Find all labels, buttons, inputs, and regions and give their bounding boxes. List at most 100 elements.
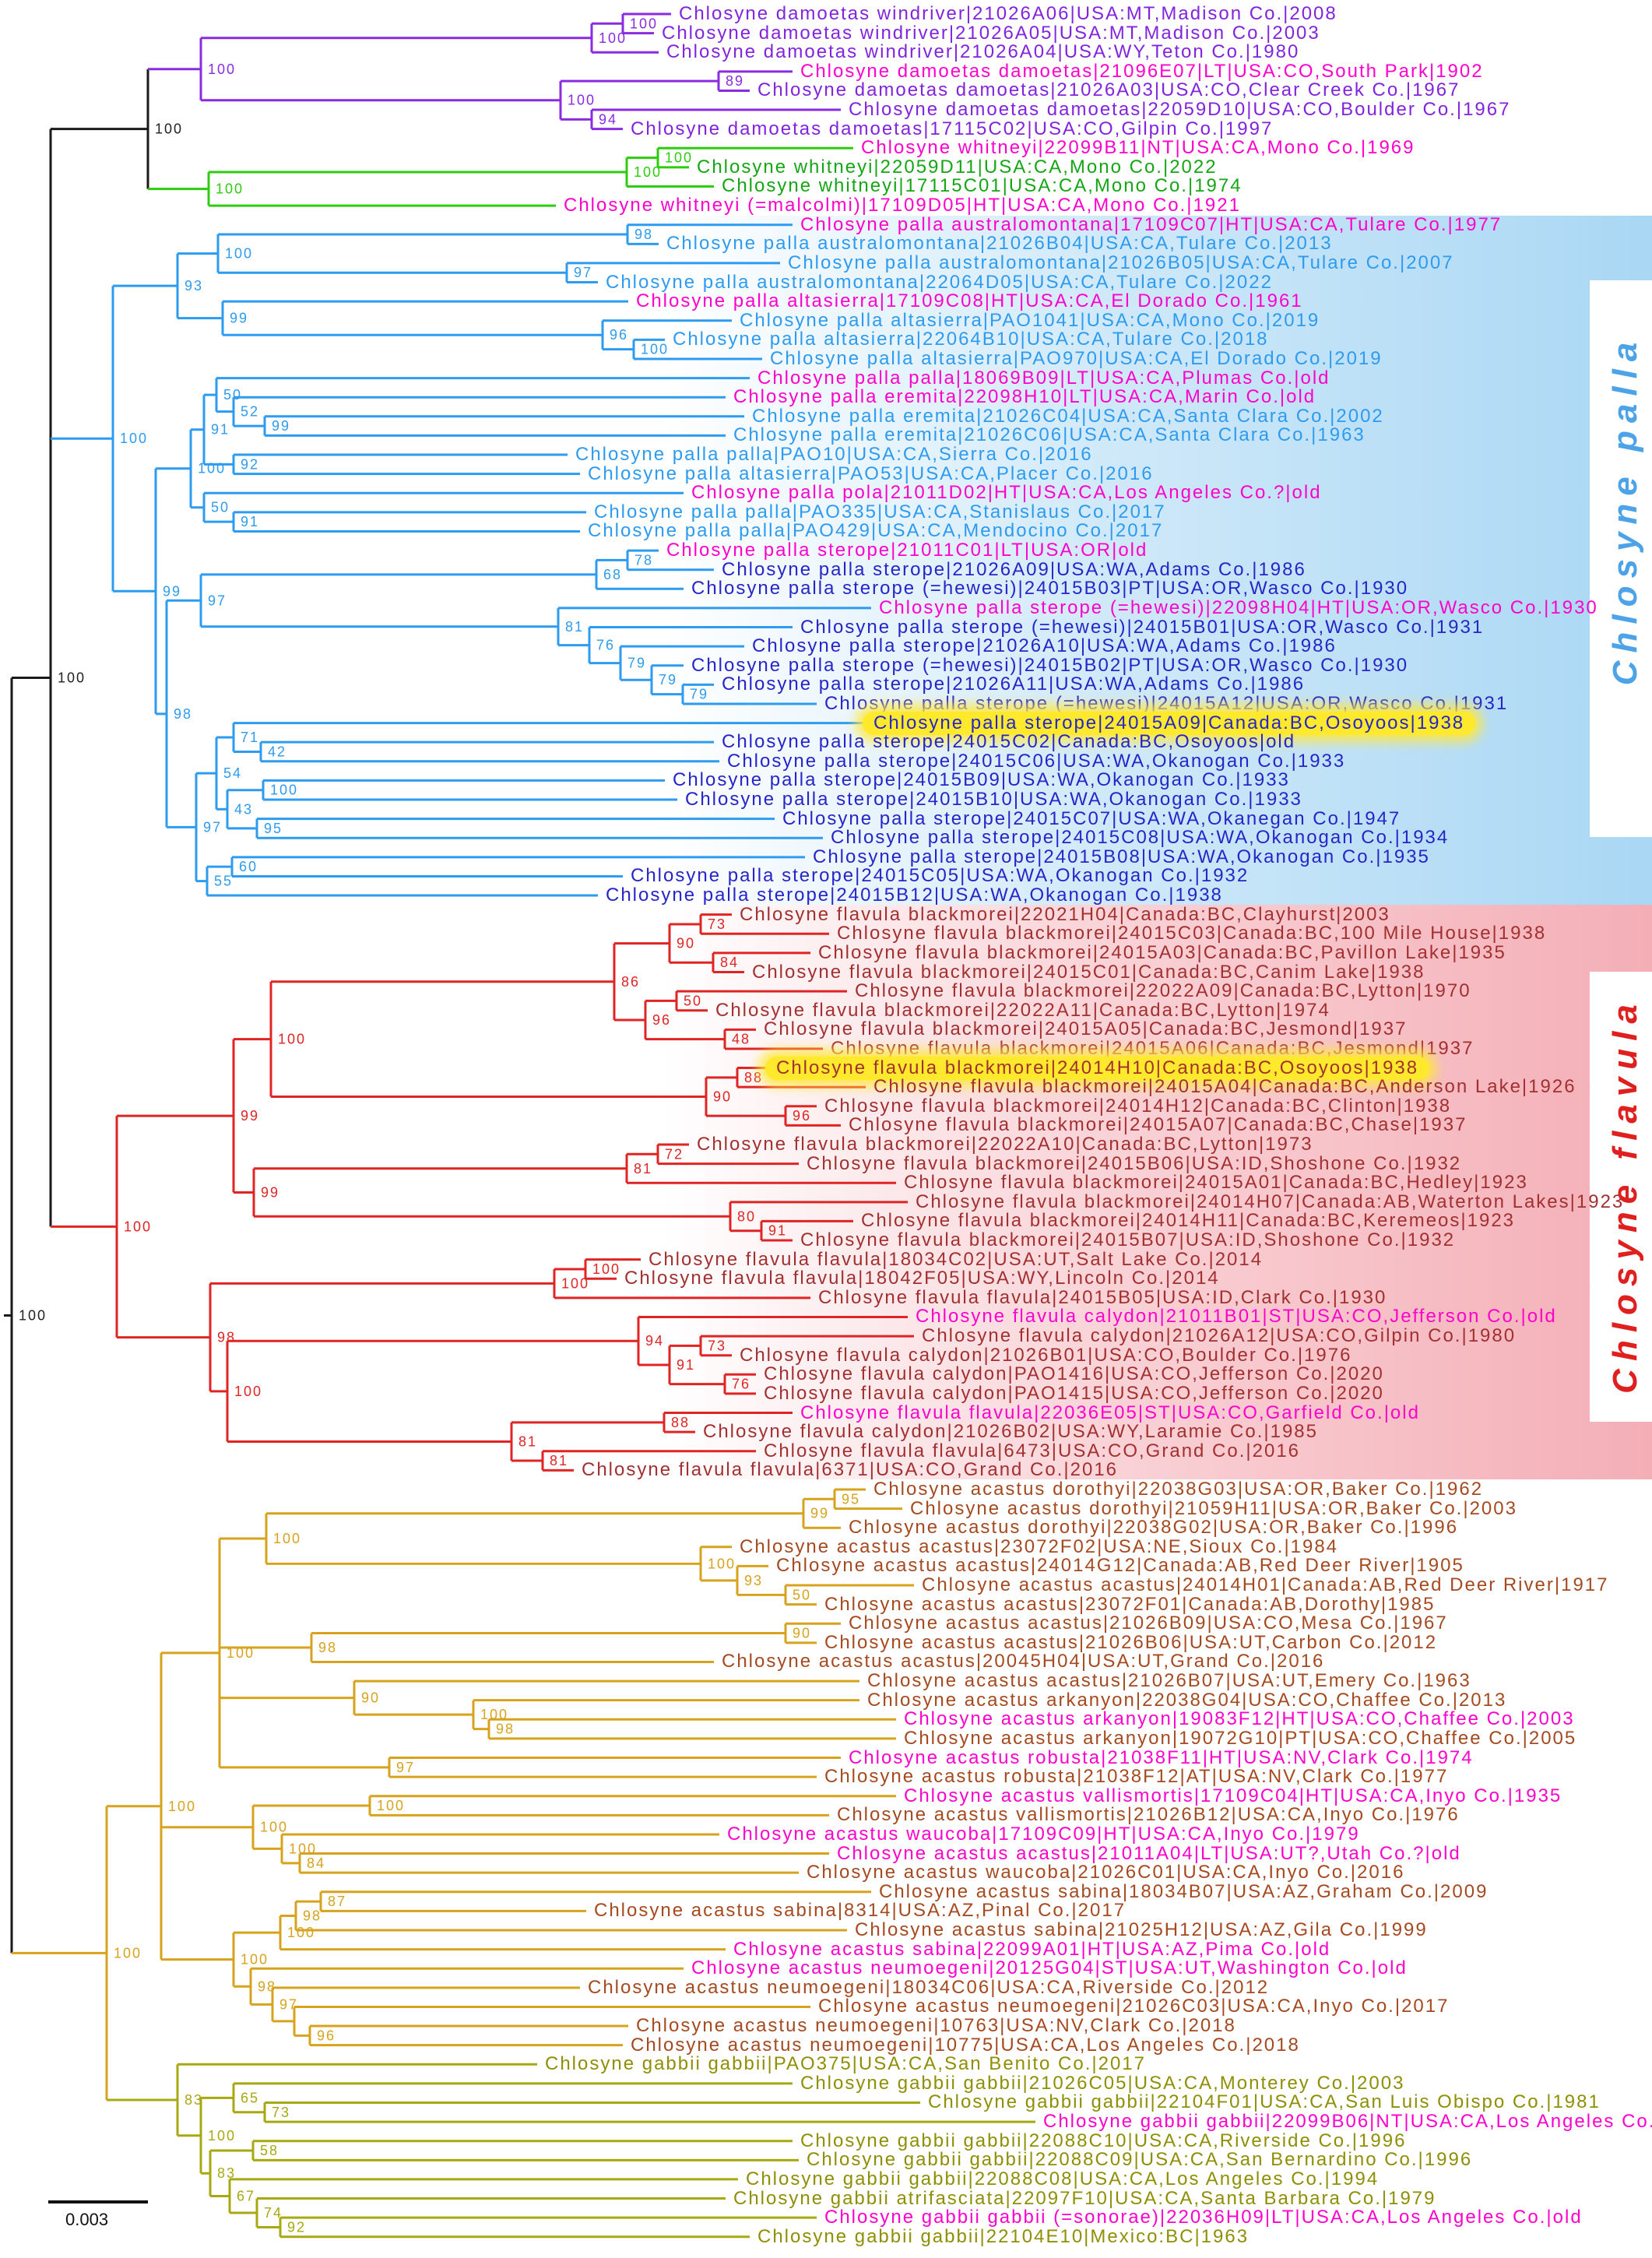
tip-label: Chlosyne acastus acastus|20045H04|USA:UT… <box>722 1651 1325 1672</box>
bootstrap-value: 100 <box>599 30 627 46</box>
tip-label: Chlosyne flavula blackmorei|24015A04|Can… <box>873 1076 1576 1098</box>
tip-label: Chlosyne gabbii gabbii|22088C08|USA:CA,L… <box>746 2168 1380 2189</box>
tip-label: Chlosyne flavula blackmorei|24015A06|Can… <box>831 1037 1474 1059</box>
tip-label: Chlosyne palla sterope|24015C05|USA:WA,O… <box>631 865 1250 887</box>
bootstrap-value: 74 <box>264 2205 283 2221</box>
bootstrap-value: 68 <box>603 567 622 582</box>
tip-label: Chlosyne gabbii gabbii (=sonorae)|22036H… <box>824 2207 1583 2228</box>
bootstrap-value: 50 <box>211 500 230 515</box>
bootstrap-value: 78 <box>634 552 653 568</box>
flavula-side-label-backing <box>1590 972 1652 1422</box>
tip-label: Chlosyne acastus acastus|24014G12|Canada… <box>776 1555 1464 1577</box>
tip-label: Chlosyne gabbii gabbii|22088C10|USA:CA,R… <box>800 2130 1407 2151</box>
tip-label: Chlosyne flavula calydon|21026B01|USA:CO… <box>740 1344 1352 1366</box>
tip-label: Chlosyne acastus acastus|21026B06|USA:UT… <box>824 1631 1438 1653</box>
tip-label: Chlosyne acastus arkanyon|19072G10|PT|US… <box>904 1727 1577 1749</box>
bootstrap-value: 90 <box>713 1089 732 1104</box>
tip-label: Chlosyne flavula blackmorei|24014H07|Can… <box>916 1191 1625 1212</box>
tip-label: Chlosyne flavula blackmorei|24015B06|USA… <box>807 1152 1462 1174</box>
bootstrap-value: 96 <box>610 327 628 343</box>
bootstrap-value: 58 <box>260 2143 279 2158</box>
bootstrap-value: 90 <box>793 1626 811 1641</box>
bootstrap-value: 60 <box>239 859 258 874</box>
bootstrap-value: 100 <box>480 1707 508 1722</box>
bootstrap-value: 100 <box>208 2128 236 2144</box>
bootstrap-value: 50 <box>223 387 242 403</box>
bootstrap-value: 99 <box>272 418 290 434</box>
bootstrap-value: 100 <box>287 1925 315 1940</box>
bootstrap-value: 94 <box>645 1333 664 1349</box>
tip-label: Chlosyne whitneyi|22059D11|USA:CA,Mono C… <box>697 156 1218 178</box>
tip-label: Chlosyne flavula calydon|21011B01|ST|USA… <box>916 1306 1557 1328</box>
bootstrap-value: 98 <box>303 1908 322 1924</box>
bootstrap-value: 95 <box>842 1491 860 1507</box>
bootstrap-value: 84 <box>720 955 739 970</box>
tip-label: Chlosyne flavula flavula|18042F05|USA:WY… <box>624 1268 1220 1289</box>
bootstrap-value: 87 <box>328 1894 346 1909</box>
bootstrap-value: 100 <box>568 93 596 108</box>
tip-label: Chlosyne acastus acastus|23072F01|Canada… <box>824 1593 1436 1615</box>
bootstrap-value: 100 <box>641 342 669 357</box>
tip-label: Chlosyne acastus dorothyi|22038G02|USA:O… <box>849 1517 1459 1539</box>
bootstrap-value: 97 <box>396 1760 415 1775</box>
tip-label: Chlosyne palla altasierra|22064B10|USA:C… <box>673 329 1269 350</box>
bootstrap-value: 100 <box>278 1032 306 1047</box>
bootstrap-value: 73 <box>708 916 726 932</box>
bootstrap-value: 98 <box>318 1640 337 1655</box>
bootstrap-value: 81 <box>634 1161 652 1176</box>
bootstrap-value: 79 <box>690 687 708 702</box>
bootstrap-value: 100 <box>377 1798 405 1813</box>
bootstrap-value: 89 <box>726 73 744 89</box>
tip-label: Chlosyne palla eremita|21026C04|USA:CA,S… <box>752 405 1384 427</box>
tip-label: Chlosyne acastus robusta|21038F11|HT|USA… <box>849 1746 1474 1768</box>
bootstrap-value: 97 <box>203 819 222 835</box>
bootstrap-value: 50 <box>684 993 702 1008</box>
bootstrap-value: 100 <box>168 1799 196 1814</box>
bootstrap-value: 98 <box>634 227 653 242</box>
bootstrap-value: 98 <box>258 1978 276 1994</box>
tip-label: Chlosyne palla sterope|21026A10|USA:WA,A… <box>752 635 1337 657</box>
bootstrap-value: 80 <box>737 1208 756 1224</box>
bootstrap-value: 79 <box>659 672 677 688</box>
tip-label: Chlosyne palla sterope|24015C06|USA:WA,O… <box>727 750 1346 772</box>
bootstrap-value: 100 <box>225 246 253 262</box>
bootstrap-value: 83 <box>185 2092 203 2108</box>
bootstrap-value: 48 <box>732 1032 750 1047</box>
tip-label: Chlosyne damoetas damoetas|21026A03|USA:… <box>757 79 1460 101</box>
tip-label: Chlosyne palla australomontana|17109C07|… <box>800 213 1503 235</box>
tip-label: Chlosyne palla sterope (=hewesi)|24015B0… <box>691 654 1409 676</box>
bootstrap-value: 73 <box>272 2105 290 2120</box>
bootstrap-value: 95 <box>264 821 283 836</box>
bootstrap-value: 79 <box>627 656 646 671</box>
tip-label: Chlosyne palla altasierra|17109C08|HT|US… <box>636 290 1303 312</box>
bootstrap-value: 94 <box>599 111 617 127</box>
tip-label: Chlosyne flavula calydon|21026B02|USA:WY… <box>703 1421 1318 1443</box>
bootstrap-value: 65 <box>241 2090 259 2105</box>
bootstrap-value: 81 <box>518 1433 537 1449</box>
bootstrap-value: 83 <box>217 2165 236 2181</box>
bootstrap-value: 100 <box>155 121 183 137</box>
bootstrap-value: 42 <box>268 744 286 759</box>
bootstrap-value: 76 <box>732 1377 750 1392</box>
bootstrap-value: 96 <box>793 1108 811 1124</box>
bootstrap-value: 50 <box>793 1587 811 1602</box>
tip-label: Chlosyne flavula flavula|22036E05|ST|USA… <box>800 1402 1420 1423</box>
bootstrap-value: 100 <box>665 150 693 166</box>
bootstrap-value: 100 <box>216 181 244 197</box>
tip-label: Chlosyne flavula blackmorei|24014H12|Can… <box>824 1095 1452 1117</box>
palla-clade-side-label: Chlosyne palla <box>1606 334 1644 686</box>
tip-label: Chlosyne acastus acastus|21011A04|LT|USA… <box>837 1842 1461 1864</box>
bootstrap-value: 88 <box>744 1070 763 1085</box>
bootstrap-value: 100 <box>270 783 298 798</box>
tip-label: Chlosyne flavula blackmorei|24015A03|Can… <box>818 941 1506 963</box>
bootstrap-value: 99 <box>230 311 248 326</box>
tip-label: Chlosyne flavula blackmorei|22022A10|Can… <box>697 1133 1313 1155</box>
tip-label: Chlosyne damoetas damoetas|17115C02|USA:… <box>631 118 1274 139</box>
palla-clade-band <box>662 216 1652 905</box>
bootstrap-value: 91 <box>768 1223 787 1239</box>
bootstrap-value: 100 <box>634 164 662 180</box>
tip-label: Chlosyne gabbii gabbii|21026C05|USA:CA,M… <box>800 2072 1405 2094</box>
tip-label: Chlosyne acastus vallismortis|21026B12|U… <box>837 1804 1460 1826</box>
scale-bar-line <box>48 2200 148 2203</box>
tip-label: Chlosyne acastus dorothyi|21059H11|USA:O… <box>910 1497 1517 1519</box>
